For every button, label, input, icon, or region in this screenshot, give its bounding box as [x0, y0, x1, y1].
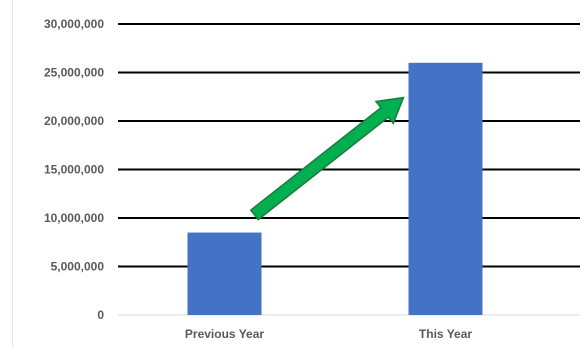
y-tick-label: 0: [97, 308, 104, 322]
y-tick-label: 15,000,000: [44, 163, 104, 177]
x-axis-category-labels: Previous Year This Year: [185, 327, 472, 341]
annotations: [249, 96, 405, 221]
chart-left-border: [12, 0, 13, 347]
x-category-label: This Year: [419, 327, 472, 341]
bars: [187, 62, 483, 315]
growth-arrow-icon: [249, 96, 405, 221]
y-tick-label: 5,000,000: [51, 260, 105, 274]
y-tick-label: 20,000,000: [44, 114, 104, 128]
y-axis-tick-labels: 0 5,000,000 10,000,000 15,000,000 20,000,000…: [44, 17, 104, 322]
gridlines: [118, 23, 580, 316]
x-category-label: Previous Year: [185, 327, 264, 341]
y-tick-label: 25,000,000: [44, 66, 104, 80]
y-tick-label: 10,000,000: [44, 211, 104, 225]
bar-previous-year: [187, 232, 262, 315]
y-tick-label: 30,000,000: [44, 17, 104, 31]
bar-this-year: [408, 62, 483, 315]
